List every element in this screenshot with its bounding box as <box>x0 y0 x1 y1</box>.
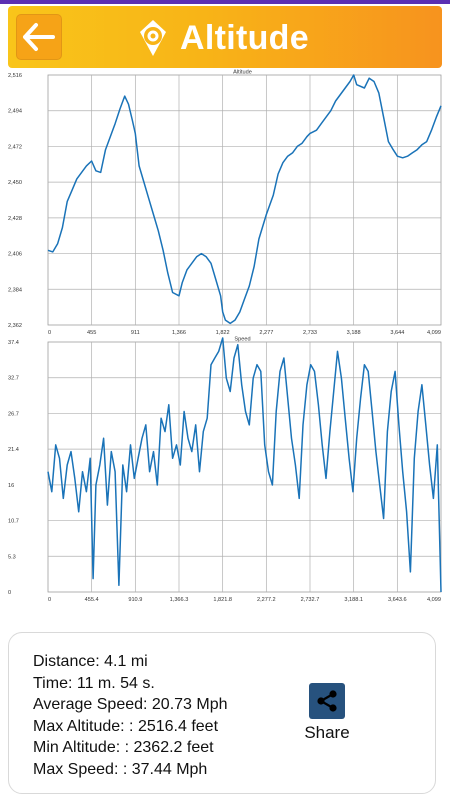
altitude-x-tick-label: 911 <box>131 330 140 336</box>
altitude-y-tick-label: 2,406 <box>8 252 22 258</box>
average-speed-stat: Average Speed: 20.73 Mph <box>33 696 228 714</box>
distance-stat: Distance: 4.1 mi <box>33 653 148 670</box>
altitude-chart-title: Altitude <box>233 70 252 76</box>
altitude-y-tick-label: 2,516 <box>8 73 22 79</box>
altitude-x-tick-label: 2,733 <box>303 330 317 336</box>
altitude-x-tick-label: 2,277 <box>259 330 273 336</box>
speed-x-tick-label: 910.9 <box>128 597 142 603</box>
altitude-x-tick-label: 455 <box>87 330 96 336</box>
altitude-y-tick-label: 2,384 <box>8 287 22 293</box>
stats-panel: Distance: 4.1 mi Time: 11 m. 54 s. Avera… <box>8 632 436 794</box>
status-strip <box>0 0 450 4</box>
back-arrow-icon <box>23 23 55 51</box>
altitude-x-tick-label: 1,822 <box>216 330 230 336</box>
speed-x-tick-label: 455.4 <box>85 597 99 603</box>
altitude-x-tick-label: 0 <box>48 330 51 336</box>
speed-x-tick-label: 3,188.1 <box>344 597 363 603</box>
charts-area: 0 455 911 1,366 1,822 2,277 2,733 3,188 3,644 4,0… <box>8 70 442 603</box>
stats-list: Distance: 4.1 mi Time: 11 m. 54 s. Avera… <box>33 651 228 781</box>
speed-y-tick-label: 10.7 <box>8 519 19 525</box>
speed-plot-frame <box>47 341 442 593</box>
speed-x-tick-label: 1,366.3 <box>170 597 189 603</box>
altitude-logo-icon <box>140 20 166 56</box>
share-label: Share <box>304 723 350 742</box>
speed-y-tick-label: 26.7 <box>8 411 19 417</box>
speed-x-tick-label: 2,732.7 <box>301 597 320 603</box>
altitude-x-tick-label: 3,188 <box>347 330 361 336</box>
speed-x-tick-label: 2,277.2 <box>257 597 276 603</box>
speed-y-tick-label: 5.3 <box>8 554 16 560</box>
share-button[interactable]: Share <box>301 683 353 743</box>
min-altitude-stat: Min Altitude: : 2362.2 feet <box>33 739 214 757</box>
speed-y-tick-label: 32.7 <box>8 376 19 382</box>
app-header: Altitude <box>8 6 442 68</box>
altitude-x-tick-label: 3,644 <box>390 330 404 336</box>
speed-y-tick-label: 0 <box>8 590 11 596</box>
share-icon <box>309 683 345 719</box>
speed-x-tick-label: 1,821.8 <box>213 597 232 603</box>
altitude-y-tick-label: 2,494 <box>8 109 22 115</box>
max-altitude-stat: Max Altitude: : 2516.4 feet <box>33 717 219 735</box>
altitude-y-tick-label: 2,472 <box>8 144 22 150</box>
altitude-plot-frame <box>47 74 442 326</box>
speed-series-line <box>47 337 442 593</box>
altitude-y-tick-label: 2,362 <box>8 323 22 329</box>
speed-chart-title: Speed <box>234 337 250 343</box>
back-button[interactable] <box>16 14 62 60</box>
altitude-x-tick-label: 1,366 <box>172 330 186 336</box>
time-stat: Time: 11 m. 54 s. <box>33 674 155 692</box>
altitude-series-line <box>47 74 442 325</box>
speed-x-tick-label: 0 <box>48 597 51 603</box>
speed-y-tick-label: 16 <box>8 483 14 489</box>
speed-x-tick-label: 4,099 <box>427 597 441 603</box>
altitude-y-tick-label: 2,450 <box>8 180 22 186</box>
title-group: Altitude <box>136 16 309 60</box>
altitude-y-tick-label: 2,428 <box>8 216 22 222</box>
speed-y-tick-label: 21.4 <box>8 447 19 453</box>
speed-x-tick-label: 3,643.6 <box>388 597 407 603</box>
page-title: Altitude <box>180 18 309 57</box>
altitude-x-tick-label: 4,099 <box>427 330 441 336</box>
speed-y-tick-label: 37.4 <box>8 340 19 346</box>
max-speed-stat: Max Speed: : 37.44 Mph <box>33 760 208 778</box>
